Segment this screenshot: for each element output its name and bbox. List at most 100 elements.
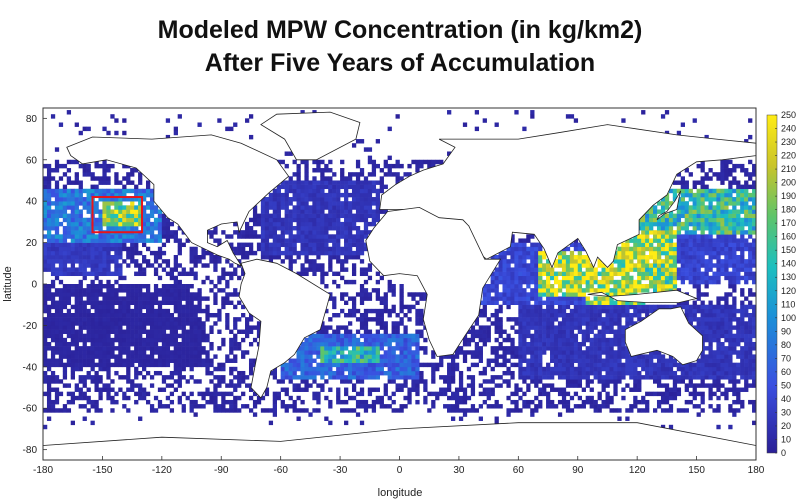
concentration-cell: [668, 391, 674, 397]
concentration-cell: [748, 366, 753, 372]
concentration-cell: [649, 350, 654, 355]
concentration-cell: [300, 217, 305, 223]
concentration-cell: [102, 317, 107, 322]
concentration-cell: [351, 395, 357, 401]
concentration-cell: [340, 263, 345, 268]
concentration-cell: [538, 312, 543, 318]
concentration-cell: [50, 250, 56, 256]
concentration-cell: [550, 275, 555, 281]
concentration-cell: [82, 221, 87, 227]
concentration-cell: [407, 333, 412, 339]
concentration-cell: [752, 250, 756, 256]
concentration-cell: [649, 221, 654, 227]
concentration-cell: [728, 284, 733, 289]
concentration-cell: [78, 391, 83, 397]
concentration-cell: [656, 375, 662, 380]
concentration-cell: [573, 304, 579, 310]
concentration-cell: [304, 350, 309, 355]
concentration-cell: [522, 263, 527, 268]
concentration-cell: [94, 284, 99, 289]
concentration-cell: [58, 263, 64, 268]
concentration-cell: [78, 366, 83, 372]
concentration-cell: [122, 217, 127, 223]
concentration-cell: [728, 346, 733, 351]
concentration-cell: [629, 387, 634, 392]
concentration-cell: [660, 242, 666, 248]
concentration-cell: [284, 375, 289, 380]
concentration-cell: [664, 395, 670, 401]
concentration-cell: [344, 387, 349, 392]
concentration-cell: [716, 275, 721, 281]
concentration-cell: [106, 284, 111, 289]
concentration-cell: [185, 379, 190, 384]
concentration-cell: [732, 284, 737, 289]
concentration-cell: [308, 267, 313, 272]
concentration-cell: [732, 408, 737, 413]
concentration-cell: [597, 288, 602, 293]
concentration-cell: [633, 404, 638, 409]
concentration-cell: [419, 333, 424, 339]
concentration-cell: [565, 267, 571, 272]
concentration-cell: [494, 292, 499, 297]
concentration-cell: [712, 312, 717, 318]
concentration-cell: [145, 217, 151, 223]
concentration-cell: [217, 275, 222, 281]
concentration-cell: [340, 296, 345, 301]
concentration-cell: [304, 255, 309, 260]
concentration-cell: [181, 341, 186, 347]
concentration-cell: [577, 395, 583, 401]
concentration-cell: [66, 250, 72, 256]
concentration-cell: [668, 279, 674, 285]
concentration-cell: [296, 362, 301, 368]
concentration-cell: [375, 337, 380, 343]
concentration-cell: [233, 354, 238, 359]
concentration-cell: [320, 387, 325, 392]
concentration-cell: [177, 325, 182, 330]
concentration-cell: [712, 304, 717, 310]
concentration-cell: [653, 271, 658, 277]
concentration-cell: [696, 358, 701, 363]
concentration-cell: [534, 350, 539, 355]
concentration-cell: [272, 399, 277, 405]
concentration-cell: [510, 267, 515, 272]
concentration-cell: [530, 412, 535, 417]
concentration-cell: [106, 250, 111, 256]
concentration-cell: [561, 304, 567, 310]
concentration-cell: [276, 255, 281, 260]
concentration-cell: [716, 246, 721, 252]
concentration-cell: [161, 325, 167, 330]
concentration-cell: [62, 341, 68, 347]
concentration-cell: [419, 292, 424, 297]
concentration-cell: [332, 362, 337, 368]
concentration-cell: [74, 267, 79, 272]
concentration-cell: [664, 259, 670, 264]
concentration-cell: [688, 308, 693, 314]
concentration-cell: [225, 354, 230, 359]
concentration-cell: [110, 312, 115, 318]
concentration-cell: [233, 346, 238, 351]
concentration-cell: [518, 375, 523, 380]
concentration-cell: [328, 226, 333, 231]
concentration-cell: [340, 375, 345, 380]
concentration-cell: [344, 346, 349, 351]
concentration-cell: [518, 296, 523, 301]
concentration-cell: [645, 399, 650, 405]
concentration-cell: [748, 399, 753, 405]
concentration-cell: [245, 321, 250, 326]
concentration-cell: [62, 296, 68, 301]
concentration-cell: [522, 288, 527, 293]
concentration-cell: [268, 420, 274, 426]
concentration-cell: [181, 296, 186, 301]
concentration-cell: [641, 275, 646, 281]
concentration-cell: [102, 312, 107, 318]
concentration-cell: [110, 325, 115, 330]
concentration-cell: [142, 366, 147, 372]
concentration-cell: [70, 250, 75, 256]
concentration-cell: [98, 366, 103, 372]
concentration-cell: [490, 300, 495, 305]
concentration-cell: [684, 234, 689, 239]
concentration-cell: [672, 217, 678, 223]
concentration-cell: [86, 370, 91, 376]
concentration-cell: [724, 346, 729, 351]
concentration-cell: [245, 329, 250, 334]
